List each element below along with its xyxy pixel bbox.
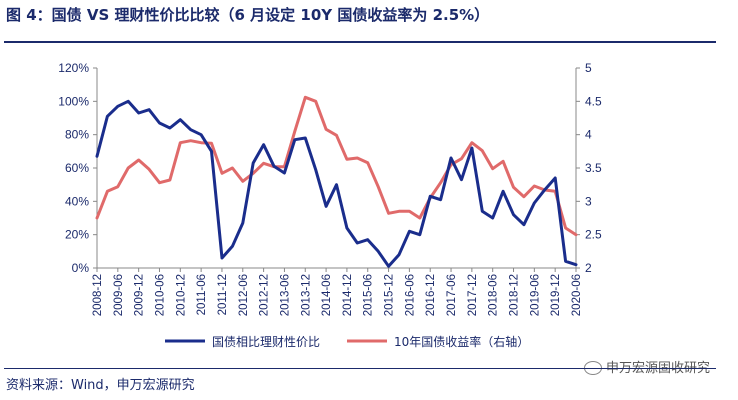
left-tick-label: 80% <box>65 128 89 142</box>
left-tick-label: 120% <box>58 61 89 75</box>
right-tick-label: 5 <box>585 61 592 75</box>
source-note: 资料来源：Wind，申万宏源研究 <box>6 378 195 393</box>
x-tick-label: 2014-06 <box>321 274 333 316</box>
left-tick-label: 0% <box>72 261 90 275</box>
watermark: 申万宏源固收研究 <box>581 357 712 376</box>
left-tick-label: 100% <box>58 94 89 108</box>
x-tick-label: 2019-12 <box>550 274 562 316</box>
legend-label-series1: 国债相比理财性价比 <box>212 335 320 349</box>
x-tick-label: 2012-06 <box>238 274 250 316</box>
x-tick-label: 2016-12 <box>425 274 437 316</box>
x-tick-label: 2017-06 <box>446 274 458 316</box>
line-chart: 0% 20% 40% 60% 80% 100% 120% 2 2.5 3 3.5 4 4.5 5 200… <box>58 61 602 349</box>
x-tick-label: 2018-12 <box>509 274 521 316</box>
left-axis-ticks: 0% 20% 40% 60% 80% 100% 120% <box>58 61 97 275</box>
series-lines <box>95 95 578 268</box>
right-tick-label: 3.5 <box>585 161 602 175</box>
footer-divider <box>4 368 716 369</box>
legend-label-series2: 10年国债收益率（右轴） <box>394 334 529 349</box>
right-tick-label: 2 <box>585 261 592 275</box>
x-tick-label: 2013-06 <box>279 274 291 316</box>
x-tick-label: 2012-12 <box>259 274 271 316</box>
x-tick-label: 2011-06 <box>196 274 208 315</box>
right-tick-label: 4 <box>585 128 592 142</box>
x-tick-label: 2010-06 <box>154 274 166 316</box>
title-divider <box>4 41 716 43</box>
x-tick-label: 2019-06 <box>529 274 541 316</box>
x-tick-label: 2015-12 <box>384 274 396 316</box>
x-tick-label: 2015-06 <box>363 274 375 316</box>
right-tick-label: 4.5 <box>585 94 602 108</box>
x-tick-label: 2013-12 <box>300 274 312 316</box>
x-tick-label: 2009-06 <box>113 274 125 316</box>
left-tick-label: 20% <box>65 228 89 242</box>
right-tick-label: 3 <box>585 194 592 208</box>
chart-legend: 国债相比理财性价比 10年国债收益率（右轴） <box>165 334 529 349</box>
x-tick-label: 2009-12 <box>134 274 146 316</box>
x-tick-label: 2018-06 <box>488 274 500 316</box>
x-tick-label: 2017-12 <box>467 274 479 316</box>
right-tick-label: 2.5 <box>585 228 602 242</box>
wechat-icon <box>583 360 602 375</box>
left-tick-label: 60% <box>65 161 89 175</box>
series-line-yield-ratio <box>95 99 578 268</box>
x-tick-label: 2008-12 <box>92 274 104 316</box>
x-tick-label: 2014-12 <box>342 274 354 316</box>
x-axis-ticks: 2008-12 2009-06 2009-12 2010-06 2010-12 2011-… <box>92 268 583 316</box>
figure-title: 图 4：国债 VS 理财性价比比较（6 月设定 10Y 国债收益率为 2.5%） <box>6 6 490 24</box>
left-tick-label: 40% <box>65 194 89 208</box>
x-tick-label: 2010-12 <box>175 274 187 316</box>
right-axis-ticks: 2 2.5 3 3.5 4 4.5 5 <box>576 61 602 275</box>
chart-axes <box>96 68 577 269</box>
series-line-10y-yield <box>95 95 578 237</box>
x-tick-label: 2016-06 <box>404 274 416 316</box>
x-tick-label: 2020-06 <box>571 274 583 316</box>
x-tick-label: 2011-12 <box>217 274 229 315</box>
